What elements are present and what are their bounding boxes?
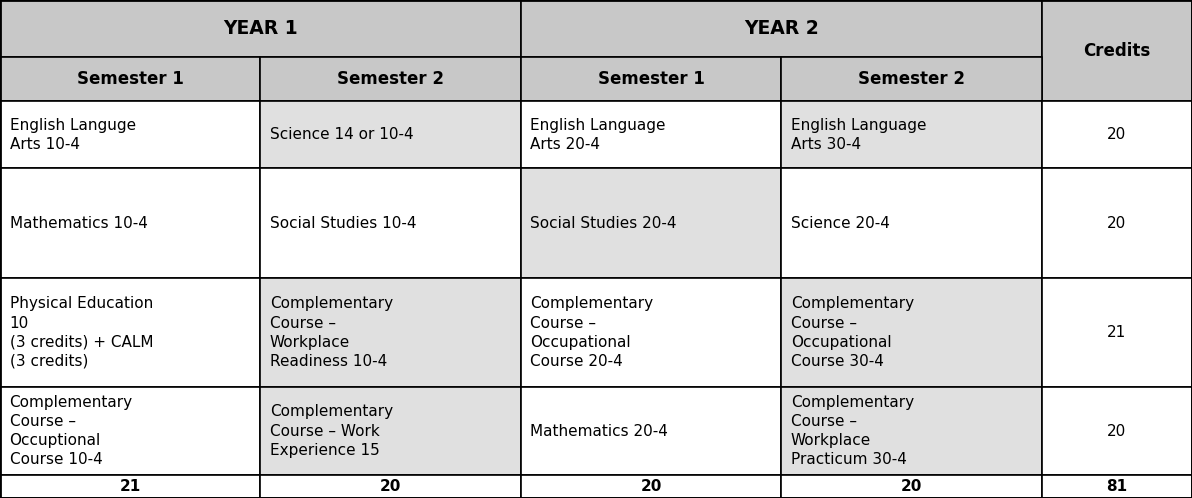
Bar (0, 168, 260, 278)
Text: Mathematics 10-4: Mathematics 10-4 (10, 216, 148, 231)
Bar (0, 278, 260, 387)
Text: 20: 20 (1107, 423, 1126, 439)
Bar (782, 57, 1042, 101)
Text: 20: 20 (640, 479, 662, 494)
Bar (782, 475, 1042, 498)
Bar (0, 101, 260, 168)
Bar (1042, 101, 1192, 168)
Bar (260, 475, 521, 498)
Bar (0, 387, 260, 475)
Bar (521, 168, 782, 278)
Text: English Language
Arts 30-4: English Language Arts 30-4 (791, 118, 926, 152)
Text: 81: 81 (1106, 479, 1128, 494)
Text: English Language
Arts 20-4: English Language Arts 20-4 (530, 118, 666, 152)
Bar (1042, 168, 1192, 278)
Bar (0, 57, 260, 101)
Bar (782, 387, 1042, 475)
Text: Mathematics 20-4: Mathematics 20-4 (530, 423, 669, 439)
Text: Social Studies 10-4: Social Studies 10-4 (269, 216, 416, 231)
Bar (782, 278, 1042, 387)
Text: 21: 21 (1107, 325, 1126, 340)
Text: Complementary
Course –
Workplace
Practicum 30-4: Complementary Course – Workplace Practic… (791, 395, 914, 467)
Bar (260, 168, 521, 278)
Bar (521, 0, 1042, 57)
Bar (782, 101, 1042, 168)
Bar (521, 101, 782, 168)
Text: Social Studies 20-4: Social Studies 20-4 (530, 216, 677, 231)
Text: Semester 1: Semester 1 (597, 70, 704, 88)
Bar (782, 168, 1042, 278)
Bar (1042, 0, 1192, 101)
Text: Complementary
Course –
Occupational
Course 30-4: Complementary Course – Occupational Cour… (791, 296, 914, 369)
Bar (1042, 475, 1192, 498)
Text: 21: 21 (119, 479, 141, 494)
Text: 20: 20 (901, 479, 923, 494)
Text: English Languge
Arts 10-4: English Languge Arts 10-4 (10, 118, 136, 152)
Text: 20: 20 (380, 479, 402, 494)
Text: Semester 2: Semester 2 (858, 70, 966, 88)
Bar (260, 57, 521, 101)
Text: 20: 20 (1107, 127, 1126, 142)
Text: Complementary
Course –
Occupational
Course 20-4: Complementary Course – Occupational Cour… (530, 296, 653, 369)
Text: Semester 1: Semester 1 (76, 70, 184, 88)
Text: Complementary
Course –
Occuptional
Course 10-4: Complementary Course – Occuptional Cours… (10, 395, 132, 467)
Bar (521, 278, 782, 387)
Text: Semester 2: Semester 2 (337, 70, 445, 88)
Bar (1042, 278, 1192, 387)
Bar (260, 101, 521, 168)
Text: YEAR 1: YEAR 1 (223, 19, 298, 38)
Bar (521, 387, 782, 475)
Text: Complementary
Course – Work
Experience 15: Complementary Course – Work Experience 1… (269, 404, 393, 458)
Bar (0, 475, 260, 498)
Bar (260, 278, 521, 387)
Bar (1042, 387, 1192, 475)
Bar (260, 387, 521, 475)
Text: Physical Education
10
(3 credits) + CALM
(3 credits): Physical Education 10 (3 credits) + CALM… (10, 296, 153, 369)
Text: YEAR 2: YEAR 2 (744, 19, 819, 38)
Bar (0, 0, 521, 57)
Text: Complementary
Course –
Workplace
Readiness 10-4: Complementary Course – Workplace Readine… (269, 296, 393, 369)
Bar (521, 475, 782, 498)
Text: 20: 20 (1107, 216, 1126, 231)
Text: Credits: Credits (1084, 41, 1150, 60)
Text: Science 14 or 10-4: Science 14 or 10-4 (269, 127, 414, 142)
Bar (521, 57, 782, 101)
Text: Science 20-4: Science 20-4 (791, 216, 889, 231)
